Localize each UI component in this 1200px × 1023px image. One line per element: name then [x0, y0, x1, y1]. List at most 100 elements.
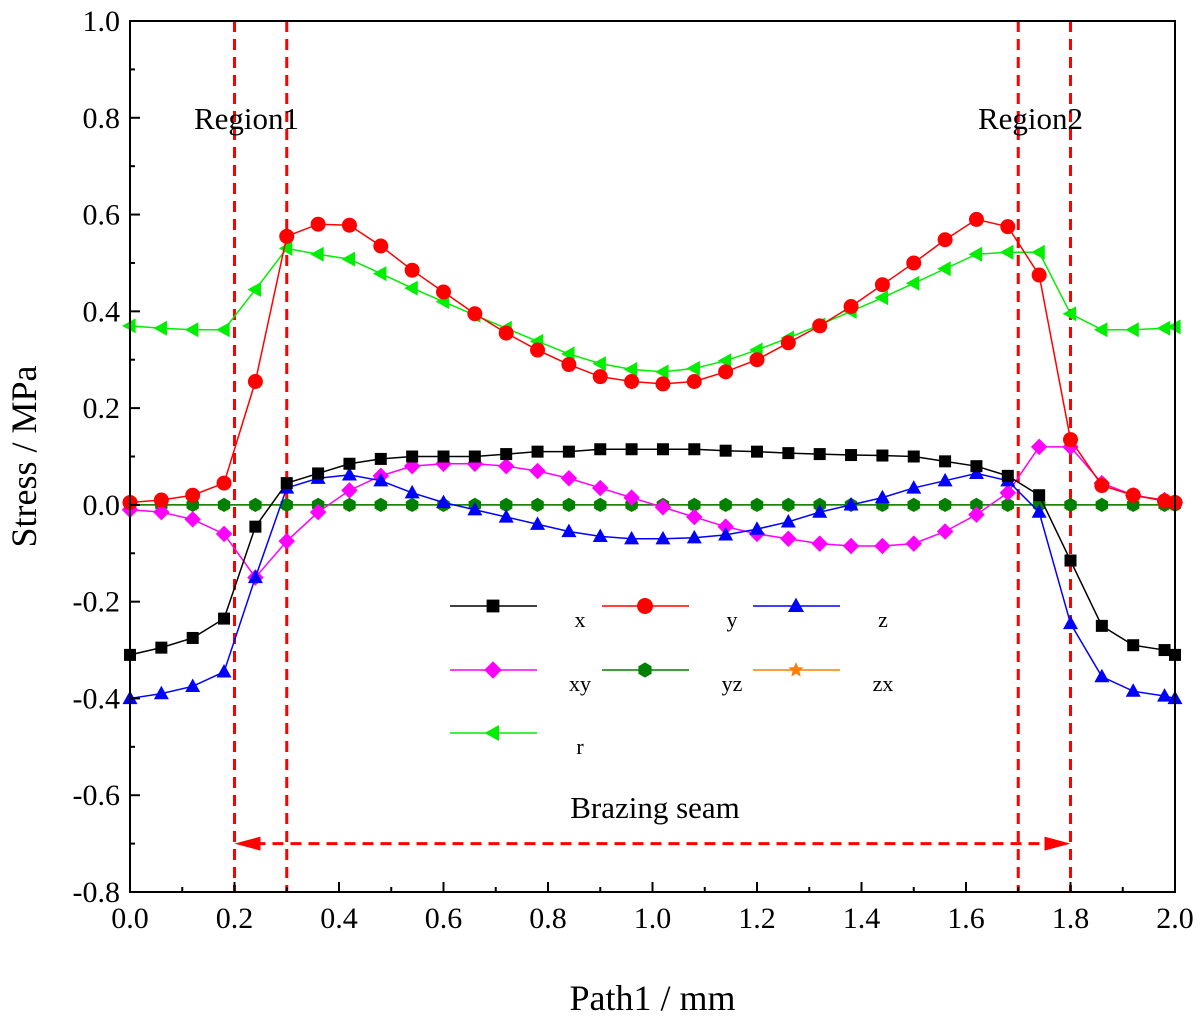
legend-item-yz: yz: [602, 662, 743, 696]
data-point-xy: [529, 462, 546, 480]
data-point-xy: [968, 506, 985, 523]
data-point-z: [686, 529, 702, 544]
arrow-right-icon: [1044, 836, 1071, 851]
data-point-yz: [688, 497, 701, 513]
data-point-r: [968, 246, 983, 262]
data-point-y: [1094, 478, 1110, 494]
legend-label-x: x: [575, 607, 586, 632]
y-tick-label: 0.0: [83, 489, 121, 522]
data-point-y: [467, 306, 483, 322]
data-point-x: [1064, 554, 1077, 567]
data-point-yz: [1001, 497, 1014, 513]
legend-marker-x: [486, 599, 500, 613]
data-point-r: [122, 318, 136, 334]
data-point-z: [937, 472, 953, 487]
data-point-x: [155, 641, 168, 654]
series-x: [124, 443, 1181, 661]
data-point-y: [780, 335, 796, 351]
data-point-z: [467, 501, 483, 516]
legend-label-y: y: [727, 607, 738, 632]
data-point-yz: [500, 497, 513, 513]
region2-label: Region2: [978, 101, 1083, 136]
x-tick-label: 0.0: [111, 902, 149, 935]
x-tick-label: 0.4: [320, 902, 358, 935]
legend-marker-xy: [484, 661, 502, 679]
data-point-yz: [374, 497, 387, 513]
data-point-z: [624, 530, 640, 545]
data-point-x: [688, 443, 701, 456]
legend-item-zx: zx: [753, 662, 893, 696]
x-tick-label: 1.8: [1052, 902, 1090, 935]
data-point-r: [1125, 322, 1139, 338]
data-point-y: [1125, 487, 1141, 503]
data-point-z: [561, 523, 577, 538]
y-tick-label: 1.0: [83, 5, 121, 38]
data-point-y: [404, 262, 420, 278]
data-point-r: [247, 282, 262, 298]
legend-item-xy: xy: [450, 661, 591, 696]
data-point-z: [906, 480, 922, 494]
data-point-y: [968, 211, 984, 227]
data-point-xy: [215, 525, 233, 543]
data-point-x: [500, 448, 513, 461]
data-point-r: [937, 261, 951, 277]
data-point-y: [592, 369, 608, 385]
data-point-r: [655, 364, 669, 380]
data-point-y: [937, 232, 953, 248]
data-point-z: [373, 472, 389, 487]
data-point-xy: [1030, 438, 1048, 456]
data-point-r: [686, 360, 700, 376]
data-point-z: [655, 530, 671, 545]
data-point-y: [718, 364, 734, 380]
legend-label-xy: xy: [569, 671, 591, 696]
data-point-x: [907, 450, 920, 463]
legend-marker-z: [788, 597, 804, 612]
data-point-xy: [936, 523, 954, 540]
data-point-r: [341, 251, 356, 267]
data-point-x: [343, 457, 356, 470]
data-point-r: [184, 322, 199, 338]
vertical-reference-lines: [233, 21, 1072, 892]
legend-item-r: r: [450, 725, 584, 759]
data-point-yz: [249, 497, 262, 513]
data-point-y: [185, 487, 201, 503]
data-point-yz: [562, 497, 576, 513]
series-y: [122, 211, 1183, 510]
data-point-y: [279, 228, 295, 244]
x-tick-label: 1.6: [947, 902, 985, 935]
data-point-y: [153, 492, 169, 508]
data-point-x: [531, 445, 544, 458]
data-point-z: [530, 516, 546, 530]
data-point-xy: [623, 489, 640, 506]
data-point-x: [406, 450, 419, 463]
data-point-z: [247, 569, 263, 584]
data-point-yz: [970, 497, 983, 513]
data-point-z: [1094, 668, 1110, 683]
legend-marker-r: [484, 725, 499, 741]
data-point-y: [310, 216, 326, 232]
data-point-x: [1001, 469, 1014, 482]
x-axis-title: Path1 / mm: [569, 978, 735, 1018]
x-tick-label: 0.8: [529, 902, 567, 935]
data-point-y: [498, 325, 514, 341]
data-point-xy: [309, 503, 327, 521]
data-point-x: [249, 520, 262, 533]
y-tick-label: 0.2: [83, 392, 121, 425]
data-point-r: [1062, 306, 1077, 322]
data-point-y: [874, 277, 890, 293]
data-point-y: [373, 238, 389, 254]
data-point-y: [247, 373, 263, 389]
data-point-yz: [1064, 497, 1077, 513]
series-r: [122, 240, 1181, 380]
data-point-r: [592, 356, 606, 372]
data-point-z: [843, 497, 859, 511]
data-point-z: [718, 527, 734, 541]
data-point-r: [404, 280, 418, 296]
data-point-x: [1127, 639, 1140, 652]
data-point-yz: [782, 497, 795, 513]
data-point-yz: [217, 497, 231, 513]
legend-marker-yz: [638, 662, 652, 678]
data-point-r: [216, 322, 230, 338]
data-point-x: [468, 450, 481, 463]
data-point-y: [686, 373, 702, 389]
